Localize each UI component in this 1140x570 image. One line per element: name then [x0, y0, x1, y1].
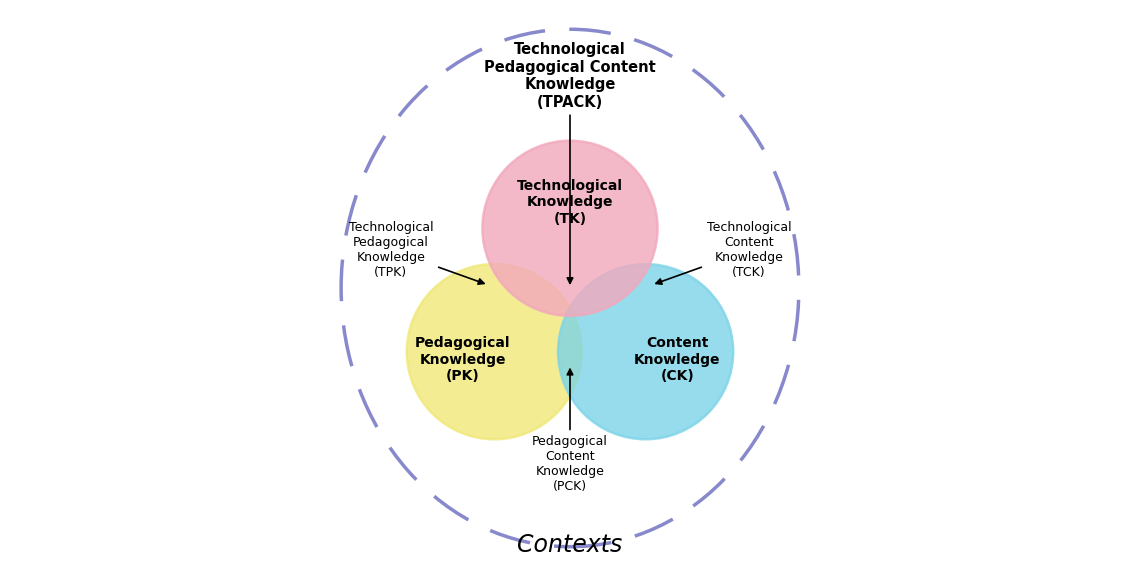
Text: Pedagogical
Knowledge
(PK): Pedagogical Knowledge (PK)	[415, 336, 511, 383]
Circle shape	[559, 264, 733, 439]
Circle shape	[407, 264, 581, 439]
Text: Technological
Knowledge
(TK): Technological Knowledge (TK)	[518, 179, 622, 226]
Text: Pedagogical
Content
Knowledge
(PCK): Pedagogical Content Knowledge (PCK)	[532, 369, 608, 493]
Text: Technological
Pedagogical
Knowledge
(TPK): Technological Pedagogical Knowledge (TPK…	[349, 221, 484, 284]
Text: Content
Knowledge
(CK): Content Knowledge (CK)	[634, 336, 720, 383]
Text: Technological
Content
Knowledge
(TCK): Technological Content Knowledge (TCK)	[656, 221, 791, 284]
Circle shape	[482, 141, 658, 316]
Text: Technological
Pedagogical Content
Knowledge
(TPACK): Technological Pedagogical Content Knowle…	[484, 42, 656, 283]
Text: Contexts: Contexts	[518, 533, 622, 557]
